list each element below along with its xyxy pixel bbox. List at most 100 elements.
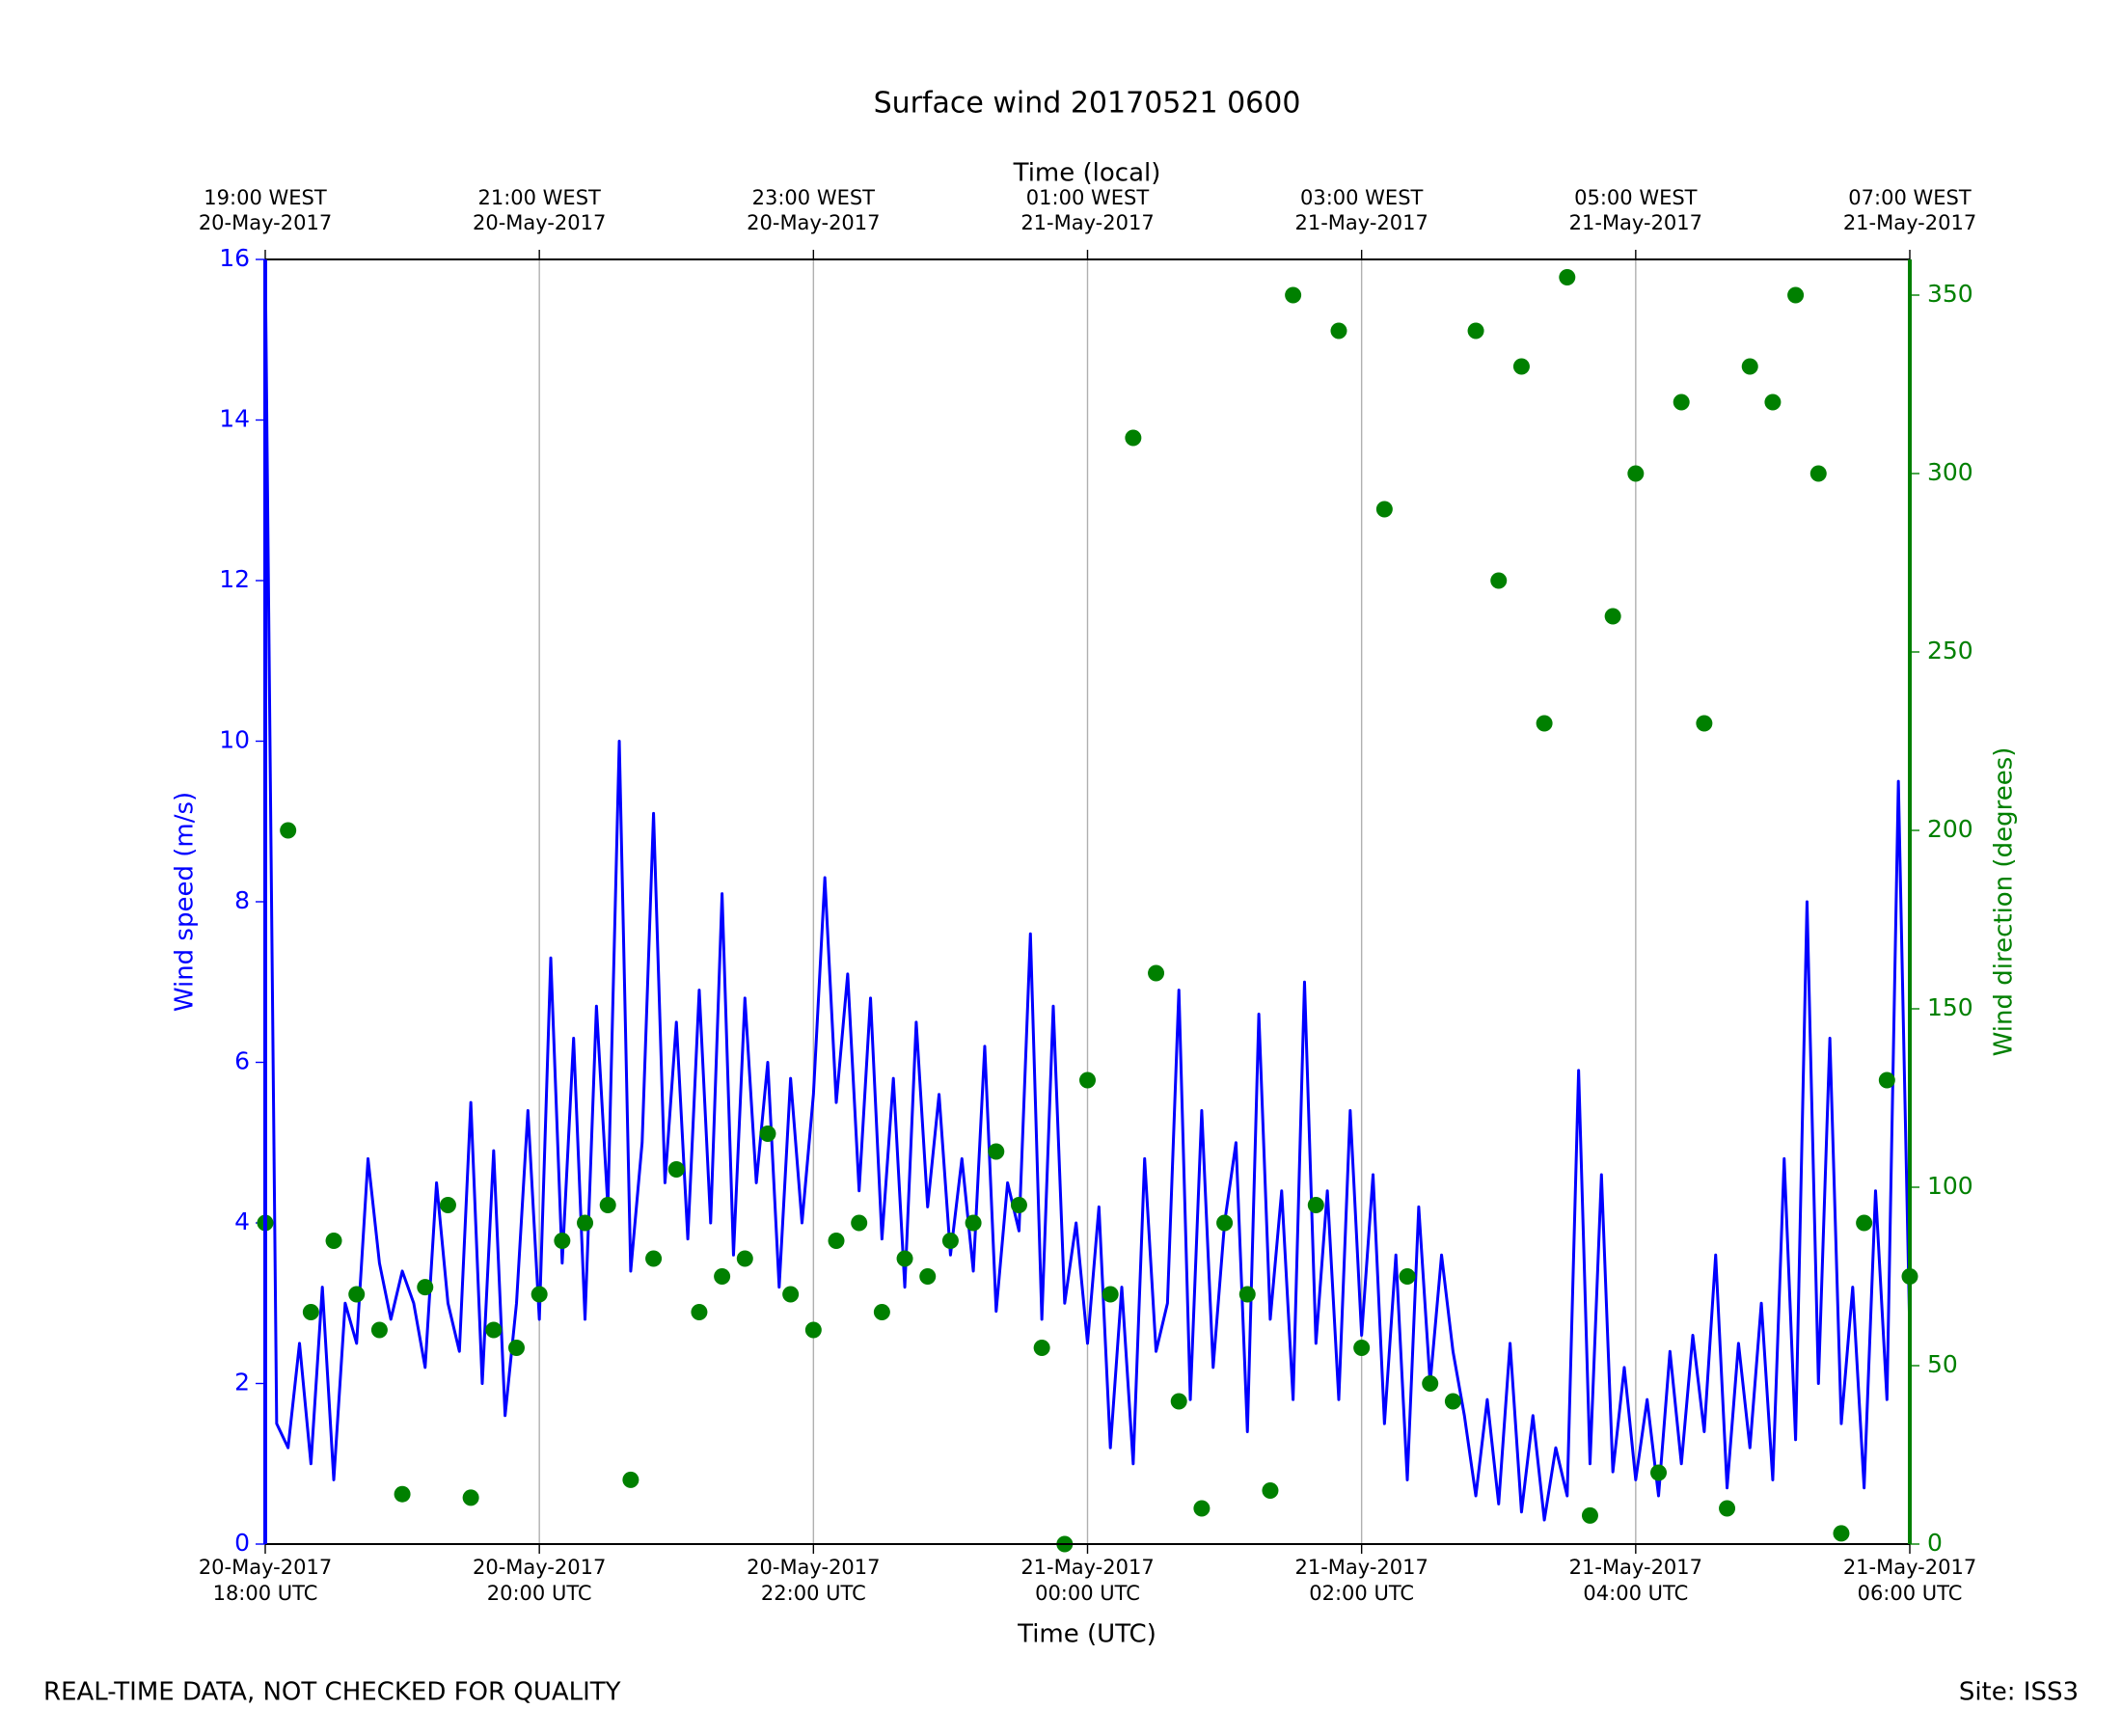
wind-direction-point [394,1485,411,1503]
y2-tick-label: 0 [1927,1529,1943,1557]
wind-direction-point [1307,1197,1324,1213]
wind-direction-point [804,1321,822,1339]
wind-direction-point [873,1304,890,1320]
x-tick-label: 20-May-2017 20:00 UTC [473,1556,606,1605]
y2-tick-label: 50 [1927,1350,1958,1378]
wind-direction-point [1627,465,1645,482]
x2-tick-label: 19:00 WEST 20-May-2017 [199,186,332,234]
y2-tick-label: 300 [1927,458,1973,486]
y2-tick-label: 200 [1927,815,1973,843]
wind-direction-point [1399,1268,1416,1285]
y2-axis-label: Wind direction (degrees) [1990,747,2019,1057]
wind-speed-line [263,258,1912,1522]
x2-axis-label: Time (local) [1013,159,1161,188]
wind-direction-point [370,1321,388,1339]
y-tick-label: 0 [234,1529,250,1557]
wind-direction-point [1696,715,1713,732]
y2-tick-label: 250 [1927,637,1973,665]
wind-direction-point [1170,1393,1187,1410]
y2-tick-label: 100 [1927,1172,1973,1200]
wind-direction-point [759,1126,776,1142]
site-label: Site: ISS3 [1959,1678,2079,1707]
x2-tick-label: 07:00 WEST 21-May-2017 [1843,186,1976,234]
x-tick-label: 20-May-2017 18:00 UTC [199,1556,332,1605]
footer-note: REAL-TIME DATA, NOT CHECKED FOR QUALITY [43,1678,621,1707]
wind-direction-point [325,1233,342,1249]
wind-direction-point [1878,1071,1895,1089]
wind-direction-point [1787,286,1805,304]
wind-direction-point [714,1268,731,1285]
y2-tick-label: 150 [1927,993,1973,1021]
y-tick-label: 12 [219,565,250,593]
y-tick-label: 10 [219,726,250,754]
wind-direction-point [1125,429,1142,447]
wind-direction-point [302,1304,319,1320]
wind-direction-point [439,1197,456,1213]
wind-direction-point [1285,286,1302,304]
wind-direction-point [599,1197,616,1213]
x-tick-label: 21-May-2017 06:00 UTC [1843,1556,1976,1605]
wind-direction-point [530,1286,548,1303]
wind-direction-point [1512,358,1530,375]
wind-direction-point [1444,1393,1461,1410]
x-tick-label: 21-May-2017 04:00 UTC [1569,1556,1702,1605]
wind-direction-point [1033,1340,1050,1356]
x-tick-label: 21-May-2017 02:00 UTC [1294,1556,1428,1605]
x2-tick-label: 05:00 WEST 21-May-2017 [1569,186,1702,234]
wind-direction-point [1148,964,1165,982]
wind-direction-point [554,1233,571,1249]
wind-direction-point [1079,1071,1096,1089]
wind-direction-point [1353,1340,1371,1356]
wind-direction-point [691,1304,708,1320]
wind-direction-point [667,1161,685,1178]
wind-direction-point [485,1321,503,1339]
wind-direction-point [462,1489,479,1506]
y-tick-label: 2 [234,1369,250,1397]
wind-direction-point [1719,1500,1736,1517]
chart-title: Surface wind 20170521 0600 [874,87,1301,121]
wind-direction-point [851,1214,868,1232]
wind-direction-point [1422,1375,1439,1392]
wind-direction-point [1010,1197,1027,1213]
wind-direction-point [965,1214,982,1232]
x-tick-label: 21-May-2017 00:00 UTC [1020,1556,1154,1605]
wind-direction-point [1809,465,1827,482]
y-axis-label: Wind speed (m/s) [171,792,200,1012]
wind-direction-point [1536,715,1553,732]
y-tick-label: 4 [234,1207,250,1235]
wind-direction-point [348,1286,366,1303]
wind-direction-point [1604,608,1621,625]
wind-direction-point [1581,1506,1598,1524]
wind-direction-point [1216,1214,1234,1232]
wind-direction-point [577,1214,594,1232]
wind-direction-point [1102,1286,1119,1303]
wind-direction-point [645,1250,663,1267]
x-axis-label: Time (UTC) [1017,1620,1156,1649]
wind-direction-point [1856,1214,1873,1232]
y-tick-label: 14 [219,405,250,433]
wind-direction-point [1193,1500,1211,1517]
wind-direction-point [1673,393,1690,411]
y-tick-label: 16 [219,244,250,272]
wind-direction-point [507,1340,525,1356]
wind-direction-point [417,1279,434,1296]
y-tick-label: 8 [234,886,250,914]
wind-direction-point [988,1143,1005,1160]
wind-direction-point [1238,1286,1256,1303]
x-tick-label: 20-May-2017 22:00 UTC [747,1556,880,1605]
x2-tick-label: 03:00 WEST 21-May-2017 [1294,186,1428,234]
wind-direction-point [736,1250,753,1267]
wind-direction-point [1262,1482,1279,1499]
wind-direction-point [1467,322,1484,339]
wind-direction-point [1375,501,1393,518]
wind-direction-point [622,1471,639,1488]
wind-direction-point [896,1250,913,1267]
wind-direction-point [1559,269,1576,285]
x2-tick-label: 23:00 WEST 20-May-2017 [747,186,880,234]
wind-direction-point [1764,393,1782,411]
wind-direction-point [1490,572,1508,589]
wind-direction-point [782,1286,800,1303]
wind-direction-point [828,1233,845,1249]
